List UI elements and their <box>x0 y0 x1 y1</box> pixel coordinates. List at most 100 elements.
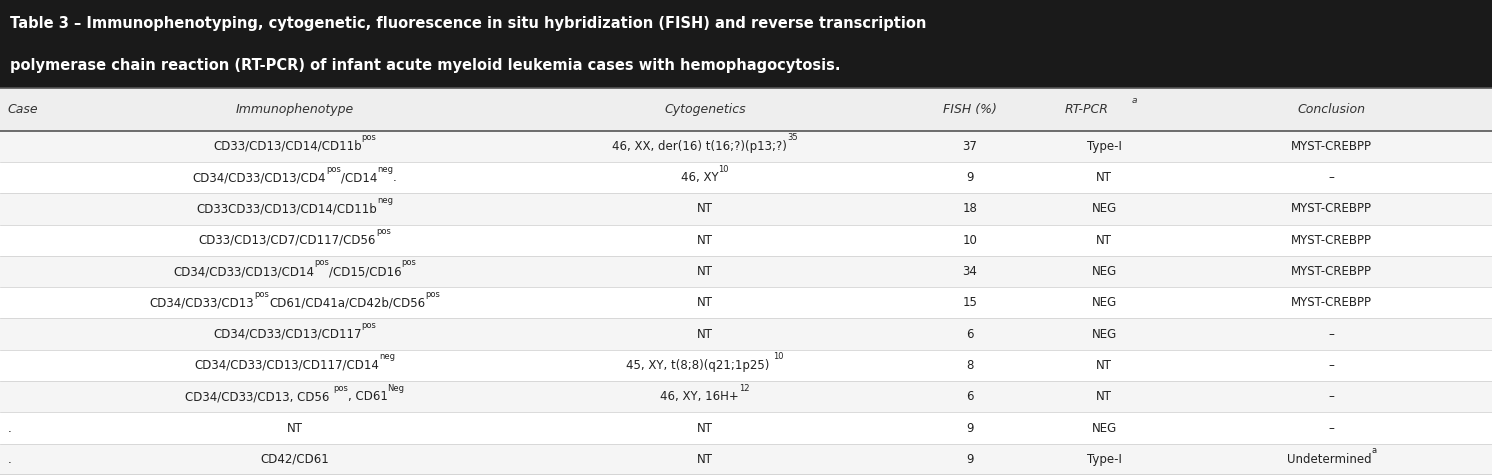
Text: NEG: NEG <box>1092 296 1116 309</box>
Text: 34: 34 <box>962 265 977 278</box>
Text: NT: NT <box>697 202 713 215</box>
Text: Cytogenetics: Cytogenetics <box>664 103 746 116</box>
Text: 8: 8 <box>967 359 973 372</box>
Text: pos: pos <box>401 258 416 267</box>
Bar <box>0 412 1492 444</box>
Text: CD33CD33/CD13/CD14/CD11b: CD33CD33/CD13/CD14/CD11b <box>197 202 377 215</box>
Text: .: . <box>7 453 12 466</box>
Text: MYST-CREBPP: MYST-CREBPP <box>1291 296 1373 309</box>
Text: Conclusion: Conclusion <box>1298 103 1365 116</box>
Text: MYST-CREBPP: MYST-CREBPP <box>1291 202 1373 215</box>
Text: NT: NT <box>1097 171 1112 184</box>
Bar <box>0 0 1492 88</box>
Text: , CD61: , CD61 <box>348 390 388 403</box>
Text: neg: neg <box>379 352 395 361</box>
Text: 12: 12 <box>739 384 749 393</box>
Text: Type-I: Type-I <box>1086 453 1122 466</box>
Text: –: – <box>1329 328 1334 341</box>
Text: –: – <box>1329 390 1334 403</box>
Text: 46, XY: 46, XY <box>680 171 719 184</box>
Text: –: – <box>1329 359 1334 372</box>
Text: CD34/CD33/CD13/CD4: CD34/CD33/CD13/CD4 <box>192 171 325 184</box>
Text: NT: NT <box>697 328 713 341</box>
Bar <box>0 287 1492 318</box>
Bar <box>0 193 1492 225</box>
Text: MYST-CREBPP: MYST-CREBPP <box>1291 234 1373 247</box>
Bar <box>0 381 1492 412</box>
Text: 9: 9 <box>965 453 974 466</box>
Text: pos: pos <box>313 258 328 267</box>
Bar <box>0 256 1492 287</box>
Text: 9: 9 <box>965 171 974 184</box>
Text: –: – <box>1329 421 1334 435</box>
Text: 46, XY, 16H+: 46, XY, 16H+ <box>661 390 739 403</box>
Text: NEG: NEG <box>1092 202 1116 215</box>
Text: FISH (%): FISH (%) <box>943 103 997 116</box>
Text: NT: NT <box>697 296 713 309</box>
Text: pos: pos <box>376 227 391 236</box>
Text: 15: 15 <box>962 296 977 309</box>
Text: Neg: Neg <box>388 384 404 393</box>
Text: pos: pos <box>361 133 376 142</box>
Bar <box>0 225 1492 256</box>
Text: CD33/CD13/CD7/CD117/CD56: CD33/CD13/CD7/CD117/CD56 <box>198 234 376 247</box>
Text: 35: 35 <box>788 133 798 142</box>
Text: CD34/CD33/CD13, CD56: CD34/CD33/CD13, CD56 <box>185 390 333 403</box>
Bar <box>0 88 1492 131</box>
Text: Table 3 – Immunophenotyping, cytogenetic, fluorescence in situ hybridization (FI: Table 3 – Immunophenotyping, cytogenetic… <box>10 16 927 31</box>
Text: NT: NT <box>286 421 303 435</box>
Text: CD33/CD13/CD14/CD11b: CD33/CD13/CD14/CD11b <box>213 140 361 153</box>
Text: 6: 6 <box>965 390 974 403</box>
Text: pos: pos <box>425 290 440 299</box>
Text: CD34/CD33/CD13/CD14: CD34/CD33/CD13/CD14 <box>173 265 313 278</box>
Text: 10: 10 <box>773 352 783 361</box>
Text: Type-I: Type-I <box>1086 140 1122 153</box>
Text: 46, XX, der(16) t(16;?)(p13;?): 46, XX, der(16) t(16;?)(p13;?) <box>612 140 788 153</box>
Text: 37: 37 <box>962 140 977 153</box>
Text: neg: neg <box>377 196 392 205</box>
Text: NEG: NEG <box>1092 265 1116 278</box>
Text: CD61/CD41a/CD42b/CD56: CD61/CD41a/CD42b/CD56 <box>269 296 425 309</box>
Text: Undetermined: Undetermined <box>1286 453 1371 466</box>
Text: 6: 6 <box>965 328 974 341</box>
Text: MYST-CREBPP: MYST-CREBPP <box>1291 140 1373 153</box>
Bar <box>0 444 1492 475</box>
Text: NT: NT <box>697 453 713 466</box>
Text: 10: 10 <box>719 164 730 173</box>
Text: NEG: NEG <box>1092 421 1116 435</box>
Text: NT: NT <box>697 234 713 247</box>
Bar <box>0 131 1492 162</box>
Text: NEG: NEG <box>1092 328 1116 341</box>
Text: NT: NT <box>697 421 713 435</box>
Text: NT: NT <box>1097 234 1112 247</box>
Text: CD34/CD33/CD13/CD117/CD14: CD34/CD33/CD13/CD117/CD14 <box>194 359 379 372</box>
Text: .: . <box>394 171 397 184</box>
Text: pos: pos <box>254 290 269 299</box>
Text: NT: NT <box>1097 390 1112 403</box>
Text: a: a <box>1131 96 1137 105</box>
Text: Case: Case <box>7 103 39 116</box>
Text: CD34/CD33/CD13/CD117: CD34/CD33/CD13/CD117 <box>213 328 361 341</box>
Text: –: – <box>1329 171 1334 184</box>
Text: 45, XY, t(8;8)(q21;1p25): 45, XY, t(8;8)(q21;1p25) <box>627 359 773 372</box>
Bar <box>0 350 1492 381</box>
Text: /CD15/CD16: /CD15/CD16 <box>328 265 401 278</box>
Text: 10: 10 <box>962 234 977 247</box>
Text: NT: NT <box>1097 359 1112 372</box>
Bar <box>0 162 1492 193</box>
Text: CD42/CD61: CD42/CD61 <box>260 453 330 466</box>
Text: pos: pos <box>361 321 376 330</box>
Text: pos: pos <box>325 164 340 173</box>
Text: 9: 9 <box>965 421 974 435</box>
Text: /CD14: /CD14 <box>340 171 377 184</box>
Bar <box>0 318 1492 350</box>
Text: .: . <box>7 421 12 435</box>
Text: MYST-CREBPP: MYST-CREBPP <box>1291 265 1373 278</box>
Text: NT: NT <box>697 265 713 278</box>
Text: CD34/CD33/CD13: CD34/CD33/CD13 <box>149 296 254 309</box>
Text: RT-PCR: RT-PCR <box>1064 103 1109 116</box>
Text: 18: 18 <box>962 202 977 215</box>
Text: neg: neg <box>377 164 394 173</box>
Text: polymerase chain reaction (RT-PCR) of infant acute myeloid leukemia cases with h: polymerase chain reaction (RT-PCR) of in… <box>10 58 841 74</box>
Text: pos: pos <box>333 384 348 393</box>
